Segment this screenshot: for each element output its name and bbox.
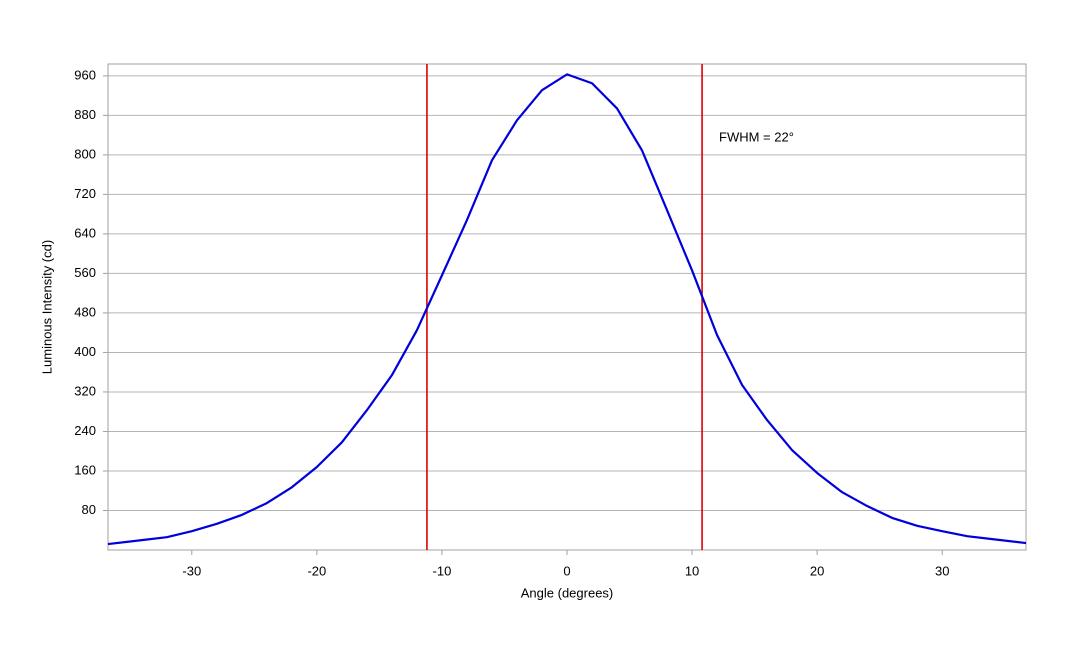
y-tick-label: 720: [74, 186, 96, 201]
x-tick-label: 0: [563, 563, 570, 578]
x-tick-label: -20: [307, 563, 326, 578]
y-tick-label: 320: [74, 383, 96, 398]
y-tick-label: 880: [74, 107, 96, 122]
x-tick-label: -10: [433, 563, 452, 578]
annotation: FWHM = 22°: [719, 129, 794, 144]
x-tick-label: 20: [810, 563, 824, 578]
y-tick-label: 800: [74, 146, 96, 161]
x-tick-label: -30: [182, 563, 201, 578]
x-tick-label: 10: [685, 563, 699, 578]
plot-frame: [107, 63, 1027, 551]
y-tick-label: 960: [74, 67, 96, 82]
y-tick-label: 400: [74, 344, 96, 359]
y-tick-label: 160: [74, 462, 96, 477]
series-line: [107, 73, 1027, 546]
y-tick-label: 80: [82, 502, 96, 517]
y-tick-label: 480: [74, 304, 96, 319]
x-tick-label: 30: [935, 563, 949, 578]
y-tick-label: 640: [74, 225, 96, 240]
y-axis-label: Luminous Intensity (cd): [39, 240, 54, 374]
x-axis-label: Angle (degrees): [521, 585, 614, 600]
y-tick-label: 240: [74, 423, 96, 438]
y-tick-label: 560: [74, 265, 96, 280]
